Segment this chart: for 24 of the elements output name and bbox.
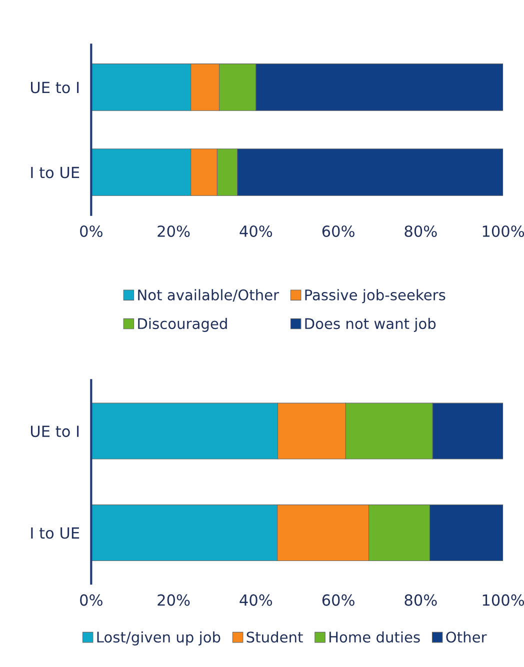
x-tick-label: 100%: [482, 594, 524, 606]
x-tick-label: 80%: [404, 594, 437, 606]
y-tick-label: UE to I: [31, 82, 79, 94]
legend-label: Passive job-seekers: [305, 289, 446, 304]
x-tick-label: 60%: [322, 225, 354, 238]
legend-label: Discouraged: [138, 318, 227, 332]
y-tick-label: I to UE: [31, 527, 80, 539]
x-tick-label: 100%: [482, 225, 524, 238]
y-tick-label: UE to I: [31, 426, 79, 438]
x-tick-label: 40%: [240, 594, 272, 606]
x-tick-label: 20%: [158, 225, 190, 238]
legend-label: Not available/Other: [138, 289, 280, 302]
legend-label: Home duties: [329, 631, 420, 643]
x-tick-label: 20%: [158, 594, 190, 606]
legend-label: Student: [246, 631, 303, 643]
x-tick-label: 0%: [80, 225, 102, 238]
legend-label: Other: [446, 631, 487, 643]
x-tick-label: 0%: [80, 594, 102, 606]
x-tick-label: 60%: [322, 594, 354, 606]
x-tick-label: 40%: [240, 225, 272, 238]
legend-label: Does not want job: [305, 318, 436, 332]
y-tick-label: I to UE: [31, 166, 80, 178]
x-tick-label: 80%: [404, 225, 437, 238]
legend-label: Lost/given up job: [97, 631, 220, 646]
